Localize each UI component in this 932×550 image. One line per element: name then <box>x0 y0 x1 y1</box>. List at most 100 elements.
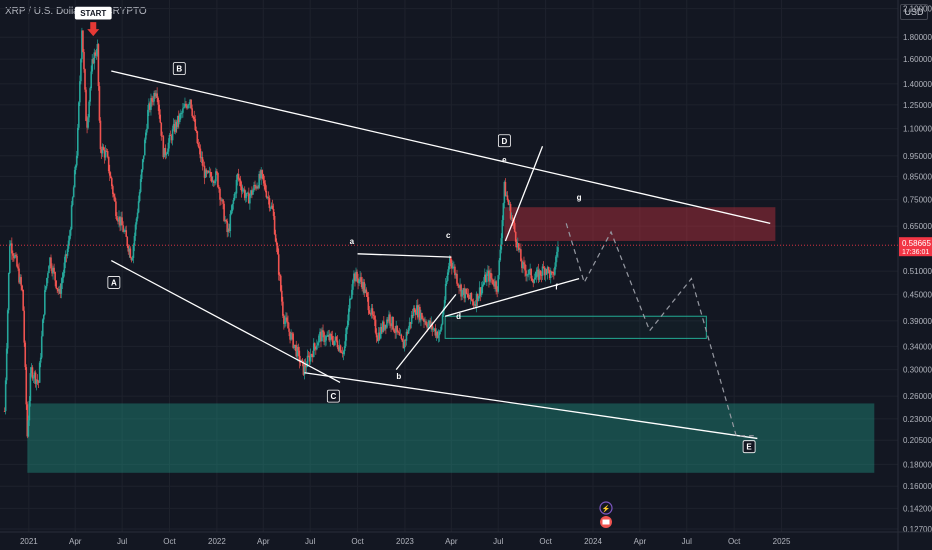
time-axis-label: Oct <box>539 537 552 546</box>
candle-body <box>51 268 53 274</box>
price-axis-label: 1.25000 <box>903 101 932 110</box>
candle-body <box>424 321 426 323</box>
candle-body <box>428 320 430 324</box>
candle-body <box>523 262 525 265</box>
wave-label-box <box>326 389 340 403</box>
candle-body <box>387 319 389 322</box>
candle-body <box>173 123 176 132</box>
time-axis-label: 2023 <box>396 537 414 546</box>
candle-body <box>248 192 250 204</box>
candle-body <box>279 275 282 291</box>
candle-body <box>554 266 556 275</box>
candle-body <box>73 169 76 188</box>
candle-body <box>183 107 185 109</box>
candle-body <box>384 324 386 330</box>
candle-body <box>145 132 147 140</box>
candle-body <box>74 165 77 170</box>
candle-body <box>116 216 118 221</box>
candle-body <box>266 197 269 198</box>
candle-body <box>420 313 422 321</box>
candle-body <box>440 324 443 330</box>
candle-body <box>376 337 379 341</box>
candle-body <box>402 341 405 349</box>
price-axis-label: 1.60000 <box>903 55 932 64</box>
candle-body <box>294 344 297 346</box>
candle-body <box>58 289 61 292</box>
price-axis-label: 0.16000 <box>903 482 932 491</box>
currency-button[interactable]: USD <box>900 4 928 20</box>
candle-body <box>250 190 252 196</box>
price-axis-label: 0.45000 <box>903 290 932 299</box>
candle-body <box>462 288 464 291</box>
candle-body <box>169 135 172 136</box>
candle-body <box>300 359 303 363</box>
candle-body <box>323 332 325 342</box>
candle-body <box>255 186 257 189</box>
candle-body <box>234 193 237 195</box>
candle-body <box>291 333 293 335</box>
candle-body <box>160 122 163 136</box>
candle-body <box>550 271 553 273</box>
candle-body <box>381 321 384 332</box>
candle-body <box>546 267 549 274</box>
candle-body <box>454 266 456 276</box>
candle-body <box>94 52 97 56</box>
candle-body <box>148 103 150 110</box>
candle-body <box>223 203 225 222</box>
candle-body <box>70 205 73 230</box>
candle-body <box>411 314 414 316</box>
candle-body <box>353 273 355 280</box>
candle-body <box>472 301 475 306</box>
candle-body <box>487 270 489 274</box>
trendline <box>304 372 758 440</box>
time-axis-label: 2022 <box>208 537 226 546</box>
candle-body <box>320 331 322 342</box>
wave-label: a <box>350 237 355 246</box>
candle-body <box>228 228 231 231</box>
candle-body <box>398 332 401 336</box>
candle-body <box>451 263 453 269</box>
candle-body <box>369 313 372 315</box>
candle-body <box>500 238 503 250</box>
current-price-badge <box>899 237 932 257</box>
candle-body <box>413 308 416 313</box>
candle-body <box>542 266 545 269</box>
candle-body <box>60 283 63 294</box>
candle-body <box>499 249 502 261</box>
candle-body <box>7 272 10 311</box>
candle-body <box>121 217 123 226</box>
zone-demand <box>27 403 875 473</box>
candle-body <box>210 176 213 182</box>
candle-body <box>421 313 423 319</box>
candle-body <box>324 340 326 342</box>
candle-body <box>32 377 35 379</box>
candle-body <box>149 103 151 110</box>
candle-body <box>202 165 205 167</box>
candle-body <box>213 181 215 183</box>
candle-body <box>256 186 258 189</box>
candle-body <box>344 334 347 347</box>
candle-body <box>96 44 99 55</box>
candle-body <box>23 310 26 343</box>
candle-body <box>137 201 140 213</box>
zone-supply <box>504 207 776 242</box>
candle-body <box>301 359 304 362</box>
candle-body <box>347 308 350 321</box>
candle-body <box>220 199 222 201</box>
candle-body <box>432 329 435 330</box>
candle-body <box>146 128 148 133</box>
candle-body <box>367 297 370 311</box>
candle-body <box>445 280 448 284</box>
candle-body <box>511 217 514 221</box>
candle-body <box>260 170 263 179</box>
candle-body <box>100 149 103 154</box>
candle-body <box>182 108 184 113</box>
candle-body <box>292 333 294 348</box>
price-axis-label: 1.40000 <box>903 80 932 89</box>
candle-body <box>24 342 27 368</box>
candle-body <box>84 69 86 90</box>
candle-body <box>426 325 428 328</box>
candle-body <box>170 135 173 141</box>
time-axis-label: Oct <box>728 537 741 546</box>
